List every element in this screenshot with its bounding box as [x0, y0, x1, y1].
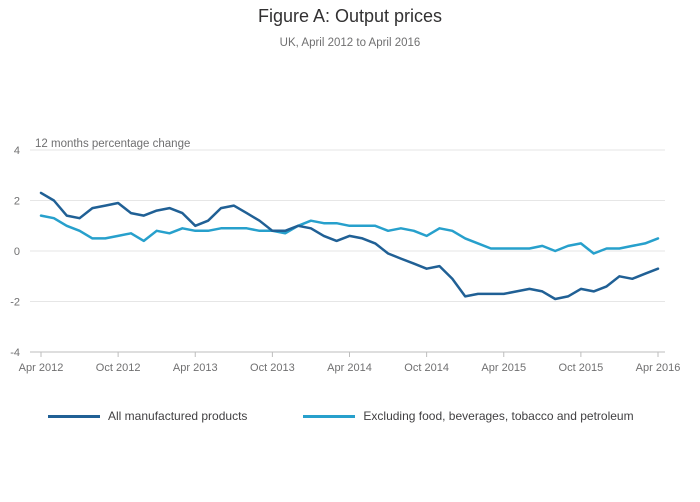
x-tick-label: Oct 2014	[404, 362, 449, 374]
series-line-excluding-food	[39, 214, 660, 255]
legend-item-excluding-food[interactable]: Excluding food, beverages, tobacco and p…	[303, 409, 634, 423]
chart-subtitle: UK, April 2012 to April 2016	[279, 37, 421, 49]
line-chart: 4 2 0 -2 -4 12 months percentage change Apr 20…	[10, 138, 681, 374]
y-tick-label: -4	[10, 347, 20, 359]
legend-item-all-manufactured[interactable]: All manufactured products	[48, 409, 247, 423]
x-tick-label: Apr 2014	[327, 362, 372, 374]
y-axis-label: 12 months percentage change	[35, 138, 190, 150]
chart-legend: All manufactured products Excluding food…	[48, 409, 690, 423]
y-tick-label: 0	[14, 246, 20, 258]
x-tick-label: Apr 2015	[481, 362, 526, 374]
x-tick-label: Oct 2015	[559, 362, 604, 374]
x-tick-label: Apr 2013	[173, 362, 218, 374]
chart-title: Figure A: Output prices	[257, 6, 443, 26]
y-tick-label: 2	[14, 196, 20, 208]
y-tick-label: -2	[10, 297, 20, 309]
legend-swatch-excluding-food	[303, 414, 356, 418]
legend-label-excluding-food: Excluding food, beverages, tobacco and p…	[363, 409, 634, 423]
x-tick-label: Apr 2012	[19, 362, 64, 374]
series-line-all-manufactured	[39, 191, 660, 301]
y-tick-label: 4	[14, 145, 20, 157]
legend-swatch-all-manufactured	[48, 414, 100, 418]
x-tick-label: Oct 2012	[96, 362, 141, 374]
x-tick-label: Oct 2013	[250, 362, 295, 374]
legend-label-all-manufactured: All manufactured products	[108, 409, 248, 423]
x-tick-label: Apr 2016	[636, 362, 681, 374]
